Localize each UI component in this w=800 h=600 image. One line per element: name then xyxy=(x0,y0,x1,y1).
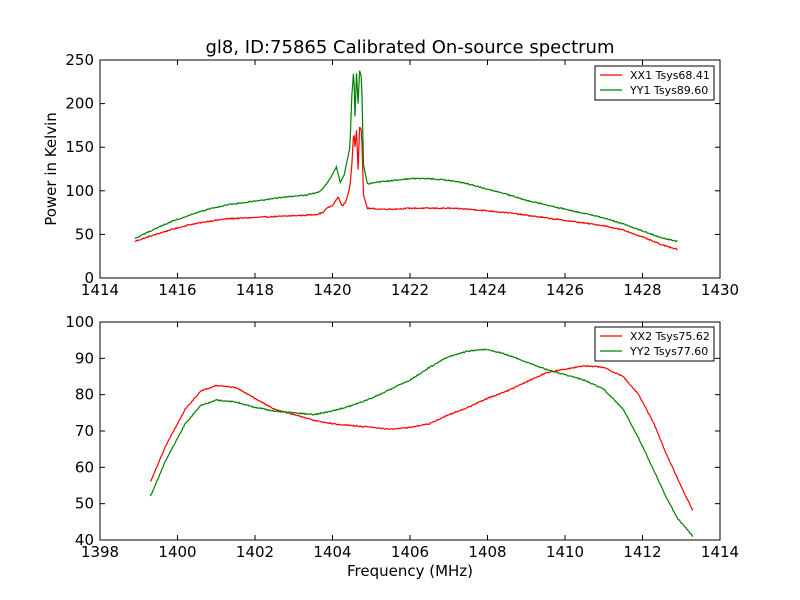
x-tick-label: 1404 xyxy=(313,543,351,561)
y-tick-label: 50 xyxy=(75,495,94,513)
y-tick-label: 90 xyxy=(75,349,94,367)
x-tick-label: 1428 xyxy=(623,281,661,299)
series-line-xx2 xyxy=(149,364,694,511)
y-tick-label: 70 xyxy=(75,422,94,440)
y-tick-label: 200 xyxy=(65,95,94,113)
legend-label: XX2 Tsys75.62 xyxy=(630,330,710,343)
legend: XX1 Tsys68.41 YY1 Tsys89.60 xyxy=(594,65,715,101)
series-line-xx1 xyxy=(134,126,678,251)
x-tick-label: 1408 xyxy=(468,543,506,561)
x-tick-label: 1412 xyxy=(623,543,661,561)
series-line-yy1 xyxy=(134,70,678,243)
y-axis-label: Power in Kelvin xyxy=(42,112,60,226)
legend-label: XX1 Tsys68.41 xyxy=(630,69,710,82)
x-tick-label: 1422 xyxy=(391,281,429,299)
series-line-yy2 xyxy=(149,348,694,538)
x-tick-label: 1406 xyxy=(391,543,429,561)
x-tick-label: 1426 xyxy=(546,281,584,299)
x-tick-label: 1418 xyxy=(236,281,274,299)
y-tick-label: 60 xyxy=(75,458,94,476)
x-tick-label: 1400 xyxy=(158,543,196,561)
y-tick-label: 40 xyxy=(75,531,94,549)
x-tick-label: 1430 xyxy=(701,281,739,299)
x-tick-label: 1398 xyxy=(81,543,119,561)
x-tick-label: 1414 xyxy=(81,281,119,299)
legend: XX2 Tsys75.62 YY2 Tsys77.60 xyxy=(594,326,715,362)
x-tick-label: 1416 xyxy=(158,281,196,299)
y-tick-label: 80 xyxy=(75,386,94,404)
bottom-spectrum-plot: 1398 1400 1402 1404 1406 1408 1410 1412 1414 40 50… xyxy=(65,313,739,580)
legend-label: YY1 Tsys89.60 xyxy=(629,84,708,97)
y-tick-label: 100 xyxy=(65,182,94,200)
x-tick-label: 1424 xyxy=(468,281,506,299)
legend-box xyxy=(594,326,715,362)
x-tick-label: 1402 xyxy=(236,543,274,561)
chart-title: gl8, ID:75865 Calibrated On-source spect… xyxy=(205,37,614,58)
x-tick-label: 1420 xyxy=(313,281,351,299)
y-tick-label: 50 xyxy=(75,225,94,243)
y-tick-label: 250 xyxy=(65,51,94,69)
y-tick-label: 150 xyxy=(65,138,94,156)
y-tick-label: 100 xyxy=(65,313,94,331)
legend-label: YY2 Tsys77.60 xyxy=(629,345,708,358)
x-tick-label: 1410 xyxy=(546,543,584,561)
x-tick-label: 1414 xyxy=(701,543,739,561)
x-axis-label: Frequency (MHz) xyxy=(347,562,473,580)
top-spectrum-plot: 1414 1416 1418 1420 1422 1424 1426 1428 1430 0 50 1… xyxy=(42,51,739,299)
legend-box xyxy=(594,65,715,101)
y-tick-label: 0 xyxy=(84,269,94,287)
